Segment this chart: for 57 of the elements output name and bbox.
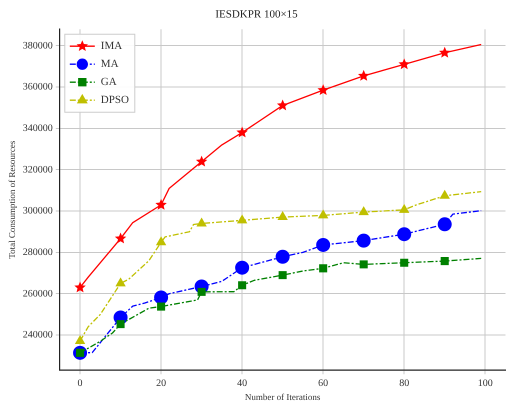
point <box>398 58 410 70</box>
x-tick-label: 80 <box>399 378 410 389</box>
chart-title: IESDKPR 100×15 <box>215 8 298 20</box>
point <box>356 234 371 248</box>
x-tick-label: 100 <box>478 378 493 389</box>
legend-label: GA <box>100 76 117 88</box>
point <box>155 198 167 210</box>
point <box>440 257 449 266</box>
y-tick-label: 320000 <box>22 164 53 176</box>
legend-label: MA <box>100 58 119 70</box>
legend-label: DPSO <box>100 94 129 106</box>
point <box>399 204 410 213</box>
point <box>317 84 329 96</box>
x-tick-label: 40 <box>237 378 248 389</box>
point <box>360 260 368 268</box>
point <box>278 271 287 280</box>
point <box>316 238 330 252</box>
point <box>156 236 166 246</box>
point <box>116 320 125 328</box>
point <box>400 258 408 267</box>
point <box>278 212 288 220</box>
point <box>397 227 412 242</box>
x-tick-label: 60 <box>318 378 328 389</box>
y-tick-label: 360000 <box>22 82 53 93</box>
point <box>154 290 168 304</box>
y-tick-label: 300000 <box>22 206 53 217</box>
point <box>438 217 452 232</box>
point <box>198 288 206 296</box>
point <box>237 214 247 224</box>
point <box>276 250 290 264</box>
x-tick-label: 0 <box>78 378 83 389</box>
point <box>276 99 288 110</box>
point <box>439 46 450 58</box>
y-tick-label: 380000 <box>22 40 53 52</box>
point <box>235 260 250 275</box>
point <box>318 210 328 218</box>
point <box>196 156 208 167</box>
y-tick-label: 280000 <box>22 247 53 258</box>
point <box>238 281 246 290</box>
y-tick-label: 340000 <box>22 123 53 134</box>
point <box>196 218 206 226</box>
point <box>358 206 369 216</box>
legend-label: IMA <box>100 40 122 52</box>
point <box>157 302 166 311</box>
point <box>319 264 328 272</box>
x-tick-label: 20 <box>156 378 166 389</box>
x-axis-title: Number of Iterations <box>244 392 321 402</box>
point <box>116 278 126 286</box>
y-axis-title: Total Consumption of Resources <box>6 140 17 259</box>
point <box>114 232 126 244</box>
point <box>74 282 86 292</box>
point <box>440 190 450 199</box>
y-tick-label: 260000 <box>22 288 53 300</box>
point <box>358 70 370 81</box>
point <box>75 336 85 344</box>
y-tick-label: 240000 <box>22 330 53 341</box>
point <box>236 126 248 138</box>
